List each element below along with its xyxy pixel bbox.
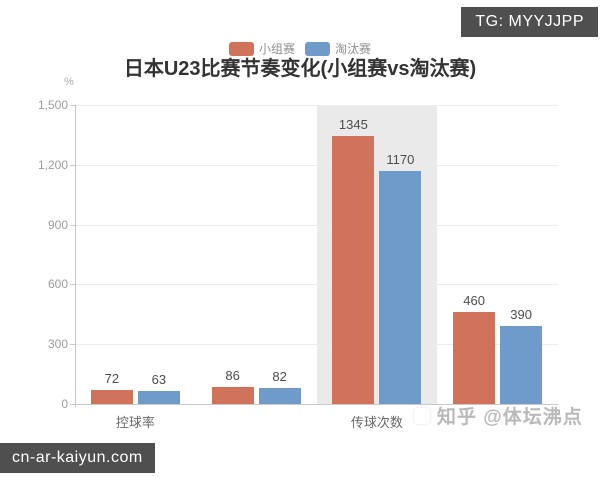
y-tick-label: 600 bbox=[47, 277, 68, 292]
x-category-label: 传球次数 bbox=[350, 415, 403, 430]
bar-group-stage bbox=[211, 386, 254, 404]
site-url-badge: cn-ar-kaiyun.com bbox=[0, 443, 155, 473]
bar-value-label: 86 bbox=[225, 367, 240, 383]
legend-swatch-knockout bbox=[305, 41, 330, 56]
y-axis-unit-label: % bbox=[64, 76, 74, 88]
bar-value-label: 63 bbox=[151, 372, 167, 388]
y-axis-tick bbox=[70, 404, 75, 405]
grid-line bbox=[75, 344, 558, 346]
chart-legend: 小组赛 淘汰赛 bbox=[0, 40, 600, 57]
telegram-handle-badge: TG: MYYJJPP bbox=[461, 7, 598, 37]
legend-label-knockout: 淘汰赛 bbox=[335, 42, 372, 56]
legend-item-group-stage: 小组赛 bbox=[228, 40, 295, 57]
legend-swatch-group-stage bbox=[228, 41, 254, 56]
y-tick-label: 1,500 bbox=[37, 98, 68, 112]
bar-knockout bbox=[500, 326, 543, 404]
grid-line bbox=[75, 105, 558, 106]
bar-value-label: 82 bbox=[272, 368, 287, 384]
bar-knockout bbox=[379, 170, 422, 404]
bar-value-label: 72 bbox=[104, 370, 120, 386]
chart-title: 日本U23比赛节奏变化(小组赛vs淘汰赛) bbox=[123, 58, 477, 80]
y-axis-tick bbox=[70, 344, 75, 346]
bar-value-label: 460 bbox=[463, 293, 485, 309]
bar-value-label: 390 bbox=[510, 307, 532, 323]
x-axis-line bbox=[75, 404, 558, 405]
y-tick-label: 0 bbox=[61, 397, 68, 411]
y-axis-tick bbox=[70, 224, 75, 226]
y-axis-tick bbox=[70, 164, 75, 166]
y-axis-line bbox=[75, 105, 76, 407]
bar-value-label: 1170 bbox=[386, 151, 415, 167]
legend-item-knockout: 淘汰赛 bbox=[305, 40, 371, 57]
y-tick-label: 1,200 bbox=[37, 157, 68, 172]
grid-line bbox=[75, 164, 558, 166]
y-tick-label: 900 bbox=[47, 217, 68, 232]
bar-value-label: 1345 bbox=[338, 116, 368, 132]
grid-line bbox=[75, 284, 558, 286]
bar-group-stage bbox=[90, 389, 133, 404]
bar-knockout bbox=[137, 391, 180, 404]
y-axis-tick bbox=[70, 105, 75, 106]
y-axis-tick bbox=[70, 284, 75, 286]
bar-group-stage bbox=[332, 135, 375, 404]
grid-line bbox=[75, 224, 558, 226]
bar-knockout bbox=[258, 387, 301, 404]
bar-group-stage bbox=[453, 312, 496, 404]
y-tick-label: 300 bbox=[47, 337, 68, 352]
x-category-label: 控球率 bbox=[115, 415, 155, 430]
legend-label-group-stage: 小组赛 bbox=[258, 42, 295, 56]
